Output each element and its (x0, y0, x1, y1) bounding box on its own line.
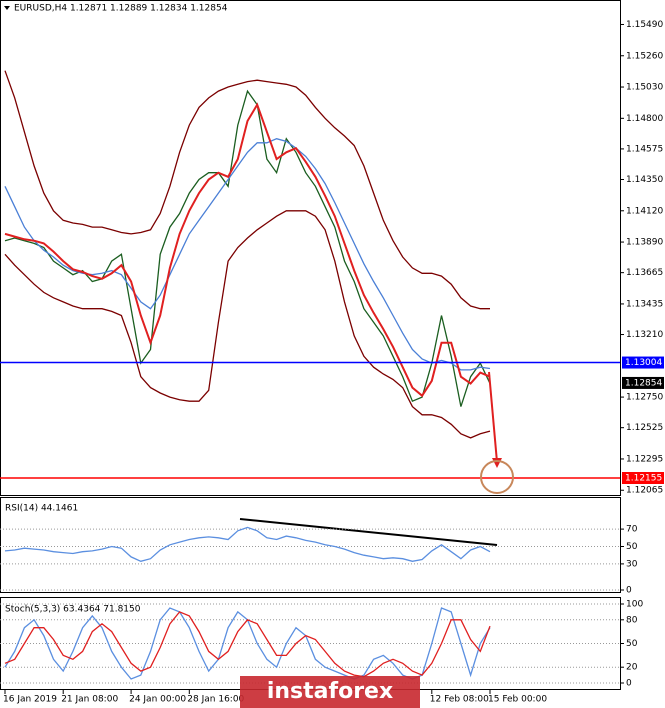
series-line (4, 210, 491, 439)
y-tick-label: 1.14350 (626, 175, 663, 185)
y-tick-label: 1.13665 (626, 268, 663, 278)
x-tick-label: 12 Feb 08:00 (430, 695, 489, 705)
y-tick-label: 1.15260 (626, 51, 663, 61)
y-tick-label: 1.12750 (626, 393, 663, 403)
x-tick-label: 28 Jan 16:00 (187, 695, 244, 705)
chart-title: RSI(14) 44.1461 (5, 504, 78, 514)
y-tick-label: 80 (626, 615, 638, 625)
x-tick-label: 21 Jan 08:00 (61, 695, 118, 705)
menu-icon[interactable] (4, 6, 10, 10)
y-tick-label: 1.13210 (626, 330, 663, 340)
y-tick-label: 30 (626, 559, 638, 569)
y-tick-label: 1.14575 (626, 144, 663, 154)
price-tag (622, 376, 664, 389)
watermark-box (240, 676, 420, 708)
chart-title: Stoch(5,3,3) 63.4364 71.8150 (5, 605, 141, 615)
series-line (4, 70, 490, 310)
y-tick-label: 50 (626, 639, 638, 649)
x-tick-label: 15 Feb 00:00 (488, 695, 547, 705)
y-tick-label: 0 (626, 586, 632, 596)
y-tick-label: 1.14800 (626, 114, 663, 124)
x-tick-label: 16 Jan 2019 (3, 695, 57, 705)
price-tag (622, 472, 664, 485)
price-tag-label: 1.12155 (625, 474, 662, 484)
y-tick-label: 1.12525 (626, 423, 663, 433)
series-line (4, 611, 491, 678)
price-tag-label: 1.12854 (625, 378, 662, 388)
series-line (4, 102, 491, 398)
y-tick-label: 1.12065 (626, 486, 663, 496)
y-tick-label: 1.13890 (626, 238, 663, 248)
y-tick-label: 1.15490 (626, 20, 663, 30)
target-circle (480, 460, 514, 494)
y-tick-label: 1.15030 (626, 83, 663, 93)
chart-title: EURUSD,H4 1.12871 1.12889 1.12834 1.1285… (14, 4, 228, 14)
price-tag (622, 356, 664, 369)
y-tick-label: 20 (626, 663, 638, 673)
price-tag-label: 1.13004 (625, 358, 662, 368)
y-tick-label: 100 (626, 600, 643, 610)
watermark: instaforex (267, 679, 393, 704)
trend-line (239, 518, 498, 546)
forecast-arrow (488, 371, 498, 463)
y-tick-label: 50 (626, 542, 638, 552)
y-tick-label: 1.14120 (626, 206, 663, 216)
series-line (4, 526, 491, 562)
x-tick-label: 24 Jan 00:00 (129, 695, 186, 705)
y-tick-label: 1.12295 (626, 454, 663, 464)
y-tick-label: 70 (626, 525, 638, 535)
y-tick-label: 1.13435 (626, 299, 663, 309)
y-tick-label: 0 (626, 679, 632, 689)
